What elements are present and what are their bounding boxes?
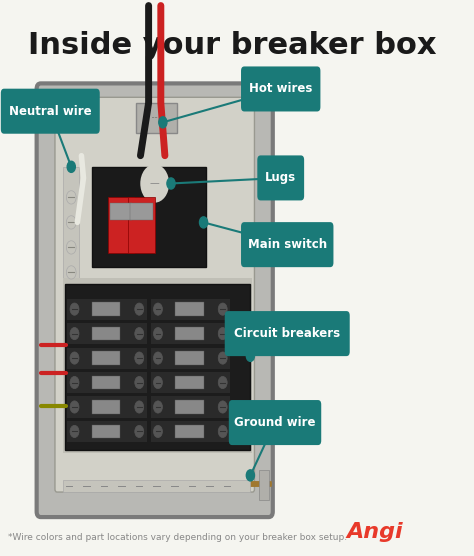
Circle shape bbox=[135, 327, 144, 340]
FancyBboxPatch shape bbox=[225, 311, 350, 356]
Circle shape bbox=[246, 350, 255, 361]
Circle shape bbox=[135, 352, 144, 364]
Circle shape bbox=[200, 217, 208, 228]
Circle shape bbox=[142, 166, 168, 201]
Circle shape bbox=[70, 303, 79, 315]
FancyBboxPatch shape bbox=[1, 89, 100, 134]
Bar bbox=[151, 372, 230, 393]
Circle shape bbox=[70, 327, 79, 340]
Circle shape bbox=[70, 401, 79, 413]
Bar bbox=[67, 421, 146, 442]
Text: *Wire colors and part locations vary depending on your breaker box setup.: *Wire colors and part locations vary dep… bbox=[8, 533, 347, 542]
Circle shape bbox=[135, 303, 144, 315]
Circle shape bbox=[70, 425, 79, 438]
Bar bbox=[130, 203, 153, 220]
Bar bbox=[91, 376, 120, 389]
Circle shape bbox=[154, 352, 163, 364]
Circle shape bbox=[70, 352, 79, 364]
Circle shape bbox=[154, 303, 163, 315]
Circle shape bbox=[70, 376, 79, 389]
FancyBboxPatch shape bbox=[241, 67, 320, 112]
Bar bbox=[175, 376, 203, 389]
Bar bbox=[258, 470, 269, 500]
Bar bbox=[108, 197, 134, 253]
FancyBboxPatch shape bbox=[257, 156, 304, 201]
Circle shape bbox=[246, 470, 255, 481]
Circle shape bbox=[218, 327, 227, 340]
Circle shape bbox=[159, 117, 167, 128]
Bar bbox=[67, 323, 146, 344]
FancyBboxPatch shape bbox=[229, 400, 321, 445]
Text: Main switch: Main switch bbox=[248, 238, 327, 251]
Bar bbox=[67, 396, 146, 418]
Text: -- --: -- -- bbox=[143, 113, 158, 122]
Circle shape bbox=[167, 178, 175, 189]
Bar bbox=[91, 167, 206, 267]
Circle shape bbox=[67, 161, 75, 172]
Bar bbox=[128, 197, 155, 253]
Bar bbox=[137, 103, 177, 133]
FancyBboxPatch shape bbox=[55, 97, 255, 492]
Circle shape bbox=[154, 401, 163, 413]
Circle shape bbox=[218, 303, 227, 315]
Bar bbox=[151, 421, 230, 442]
Circle shape bbox=[218, 425, 227, 438]
Circle shape bbox=[154, 376, 163, 389]
Bar bbox=[65, 284, 250, 450]
Bar bbox=[67, 348, 146, 369]
Bar bbox=[91, 425, 120, 438]
Bar bbox=[63, 167, 79, 434]
Circle shape bbox=[154, 327, 163, 340]
Bar bbox=[91, 400, 120, 414]
Bar bbox=[151, 348, 230, 369]
Bar bbox=[67, 372, 146, 393]
Text: Neutral wire: Neutral wire bbox=[9, 105, 91, 118]
Bar bbox=[110, 203, 132, 220]
FancyBboxPatch shape bbox=[241, 222, 333, 267]
Bar bbox=[151, 396, 230, 418]
Bar bbox=[91, 302, 120, 316]
Circle shape bbox=[218, 352, 227, 364]
Circle shape bbox=[218, 376, 227, 389]
Text: —: — bbox=[150, 178, 160, 188]
Bar bbox=[151, 323, 230, 344]
Bar bbox=[175, 425, 203, 438]
Text: Ground wire: Ground wire bbox=[234, 416, 316, 429]
Text: Angi: Angi bbox=[346, 522, 403, 542]
Bar bbox=[91, 351, 120, 365]
Text: Lugs: Lugs bbox=[265, 171, 296, 185]
Bar bbox=[175, 302, 203, 316]
Circle shape bbox=[135, 425, 144, 438]
Bar bbox=[91, 327, 120, 340]
FancyBboxPatch shape bbox=[36, 83, 273, 517]
Bar bbox=[175, 351, 203, 365]
Circle shape bbox=[154, 425, 163, 438]
Text: Hot wires: Hot wires bbox=[249, 82, 312, 96]
Circle shape bbox=[135, 401, 144, 413]
Bar bbox=[175, 327, 203, 340]
Bar bbox=[63, 278, 253, 453]
Text: Circuit breakers: Circuit breakers bbox=[234, 327, 340, 340]
Circle shape bbox=[218, 401, 227, 413]
Bar bbox=[63, 480, 250, 492]
Bar bbox=[67, 299, 146, 320]
Text: Inside your breaker box: Inside your breaker box bbox=[28, 31, 437, 59]
Circle shape bbox=[135, 376, 144, 389]
Bar bbox=[175, 400, 203, 414]
Bar bbox=[151, 299, 230, 320]
